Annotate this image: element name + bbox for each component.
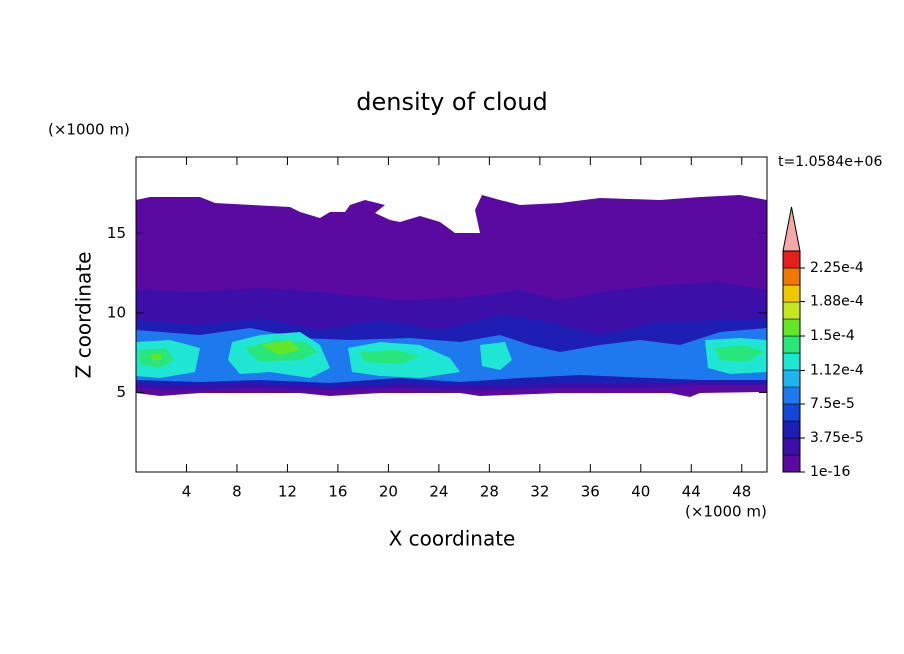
x-tick-label: 32 (530, 483, 549, 501)
x-tick-label: 48 (732, 483, 751, 501)
colorbar-box (782, 352, 801, 371)
x-axis-label: X coordinate (389, 527, 516, 551)
colorbar-box (782, 437, 801, 456)
y-unit: (×1000 m) (48, 121, 130, 139)
time-label: t=1.0584e+06 (778, 154, 882, 170)
colorbar-box (782, 267, 801, 286)
colorbar-box (782, 318, 801, 337)
x-tick-label: 4 (182, 483, 192, 501)
x-tick-label: 44 (682, 483, 701, 501)
colorbar-box (782, 284, 801, 303)
chart-title: density of cloud (356, 88, 547, 116)
colorbar-tick-label: 1e-16 (810, 464, 850, 480)
colorbar-tick-label: 1.5e-4 (810, 328, 855, 344)
x-tick-label: 20 (379, 483, 398, 501)
y-axis-label: Z coordinate (72, 252, 96, 379)
colorbar-extend (782, 206, 801, 252)
colorbar-box (782, 420, 801, 439)
x-tick-label: 24 (429, 483, 448, 501)
colorbar-box (782, 454, 801, 473)
colorbar-box (782, 250, 801, 269)
x-tick-label: 12 (278, 483, 297, 501)
x-tick-label: 36 (581, 483, 600, 501)
x-tick-label: 28 (480, 483, 499, 501)
colorbar-tick-label: 1.12e-4 (810, 362, 864, 378)
colorbar-box (782, 386, 801, 405)
x-tick-label: 8 (232, 483, 242, 501)
contour-field (136, 195, 767, 397)
x-unit: (×1000 m) (685, 503, 767, 521)
colorbar-box (782, 335, 801, 354)
x-tick-label: 16 (328, 483, 347, 501)
y-tick-label: 15 (107, 224, 126, 242)
y-tick-label: 5 (116, 383, 126, 401)
colorbar-box (782, 403, 801, 422)
colorbar-tick-label: 3.75e-5 (810, 430, 864, 446)
colorbar-box (782, 369, 801, 388)
y-tick-label: 10 (107, 303, 126, 321)
colorbar-tick-label: 1.88e-4 (810, 294, 864, 310)
colorbar-tick-label: 7.5e-5 (810, 396, 855, 412)
colorbar-box (782, 301, 801, 320)
colorbar-tick-label: 2.25e-4 (810, 260, 864, 276)
plot-frame (135, 156, 768, 473)
colorbar-frame (782, 250, 801, 473)
x-tick-label: 40 (631, 483, 650, 501)
